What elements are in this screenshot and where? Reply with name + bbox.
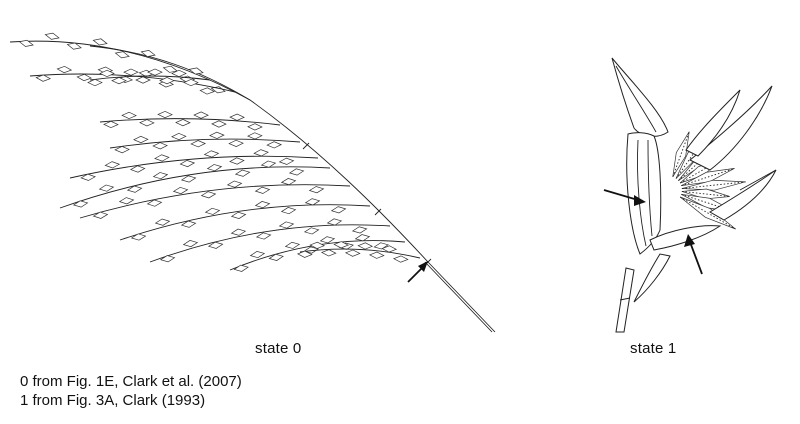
credit-line-0: 0 from Fig. 1E, Clark et al. (2007) — [20, 373, 242, 390]
arrow-head — [684, 234, 695, 247]
panicle-illustration — [0, 30, 520, 340]
pointer-arrow — [603, 189, 639, 201]
figure-credits: 0 from Fig. 1E, Clark et al. (2007) 1 fr… — [20, 372, 242, 410]
spikelet-cluster-icon — [603, 57, 777, 333]
pointer-arrow — [689, 241, 703, 275]
state-1-label: state 1 — [630, 340, 677, 357]
state-0-label: state 0 — [255, 340, 302, 357]
arrow-head — [418, 261, 428, 272]
credit-line-1: 1 from Fig. 3A, Clark (1993) — [20, 392, 206, 409]
spikelet-cluster-illustration — [590, 40, 800, 340]
arrow-head — [634, 195, 646, 206]
panicle-icon — [9, 32, 496, 333]
